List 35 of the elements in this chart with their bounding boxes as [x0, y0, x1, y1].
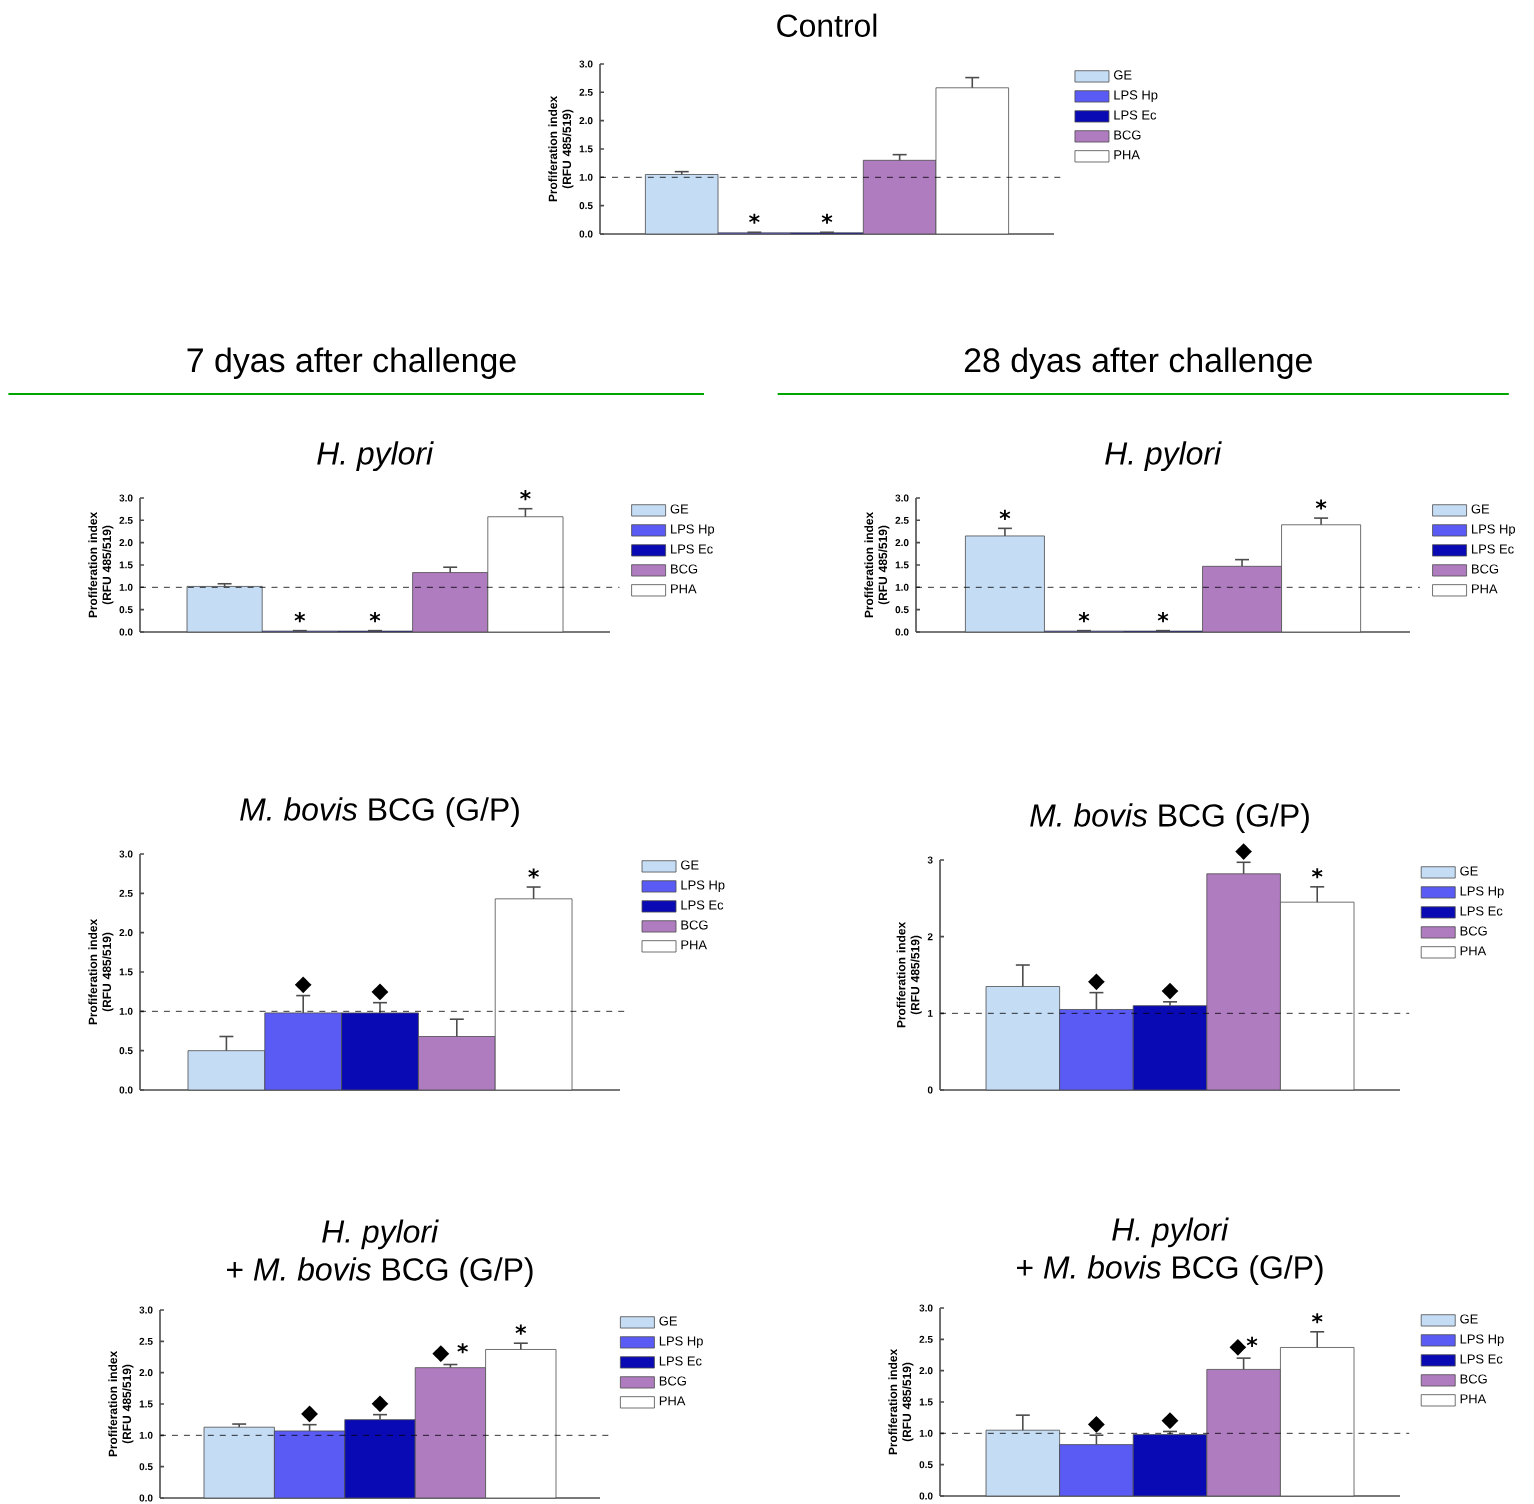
data-label: *: [1311, 868, 1323, 879]
data-label: ◆: [1161, 1412, 1179, 1430]
text: 7 dyas after challenge: [187, 347, 516, 379]
data-label: *: [1078, 612, 1090, 623]
chart-title: H. pylori: [1112, 1217, 1229, 1248]
data-label: *: [999, 509, 1011, 520]
data-label: ◆: [1161, 982, 1179, 1000]
data-label: ◆: [1235, 843, 1252, 860]
chart-subtitle: + M. bovis BCG (G/P): [227, 1257, 533, 1287]
data-label: *: [1315, 499, 1327, 510]
chart-title: M. bovis BCG (G/P): [240, 797, 519, 827]
chart-title: Control: [777, 13, 877, 37]
text: 28 dyas after challenge: [964, 347, 1312, 379]
data-label: *: [294, 612, 306, 623]
chart-title: H. pylori: [322, 1219, 439, 1250]
data-label: ◆: [1088, 973, 1105, 991]
chart-title: M. bovis BCG (G/P): [1030, 803, 1309, 833]
data-label: *: [369, 612, 381, 623]
data-label: *: [528, 868, 539, 879]
data-label: *: [515, 1324, 527, 1335]
data-label: *: [520, 490, 531, 501]
data-label: ◆*: [1229, 1336, 1258, 1356]
chart-title: H. pylori: [1105, 441, 1222, 471]
data-label: ◆: [371, 983, 389, 1001]
data-label: ◆: [294, 976, 312, 994]
data-label: *: [749, 213, 760, 224]
chart-title: H. pylori: [317, 441, 434, 471]
data-label: ◆ *: [432, 1343, 468, 1363]
data-label: *: [821, 213, 833, 224]
chart-subtitle: + M. bovis BCG (G/P): [1017, 1255, 1323, 1285]
data-label: ◆: [1088, 1416, 1105, 1433]
data-label: ◆: [301, 1405, 318, 1423]
data-label: *: [1157, 612, 1169, 623]
data-label: *: [1311, 1313, 1323, 1324]
data-label: ◆: [371, 1395, 389, 1413]
